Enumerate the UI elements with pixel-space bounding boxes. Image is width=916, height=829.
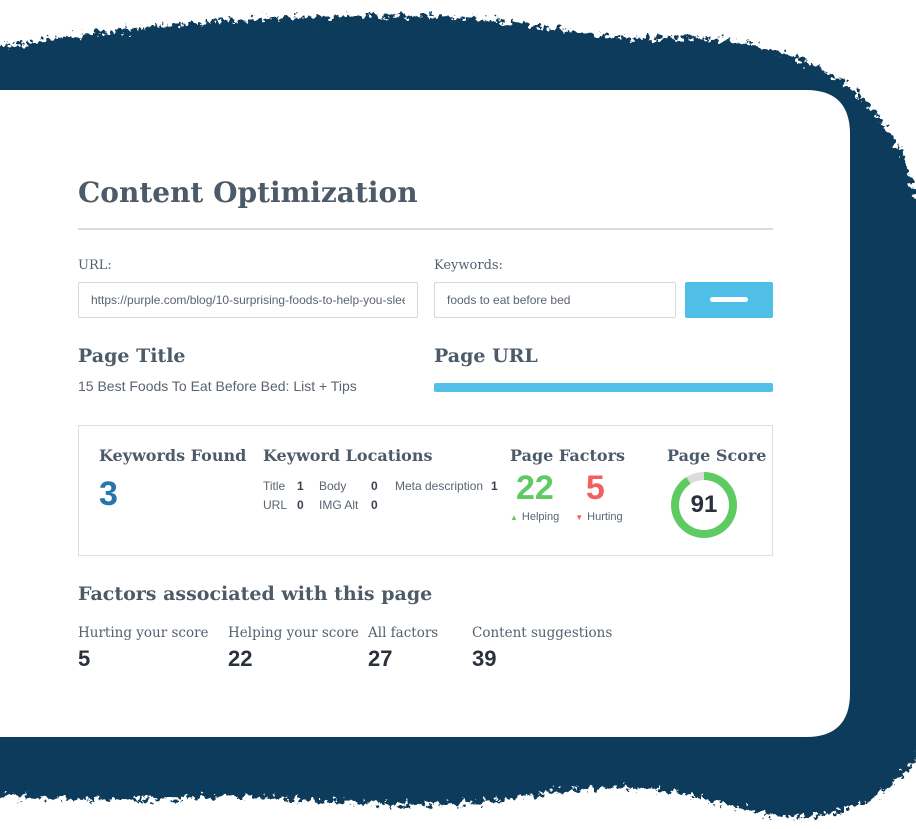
page-score-panel: Page Score 91 [667, 446, 772, 555]
page-url-bar [434, 382, 773, 392]
page-title-section: Page Title 15 Best Foods To Eat Before B… [78, 344, 418, 394]
stat-hurting: Hurting your score 5 [78, 625, 228, 670]
title-divider [78, 227, 773, 230]
location-value: 0 [371, 478, 378, 493]
keywords-field-group: Keywords: [434, 258, 773, 318]
page-url-section: Page URL [434, 344, 773, 394]
url-field-group: URL: [78, 258, 418, 318]
location-value: 1 [491, 478, 498, 493]
url-input[interactable] [78, 281, 418, 318]
keywords-label: Keywords: [434, 257, 503, 273]
location-value: 1 [297, 478, 304, 493]
stat-helping: Helping your score 22 [228, 625, 368, 670]
summary-box: Keywords Found 3 Keyword Locations Title… [78, 424, 773, 556]
stat-value: 39 [472, 645, 497, 671]
hurting-label: Hurting [587, 510, 623, 523]
analyze-button[interactable] [685, 281, 773, 318]
stat-value: 22 [228, 645, 253, 671]
hurting-legend: ▼ Hurting [575, 511, 622, 523]
stat-label: Helping your score [228, 624, 359, 641]
page-title-value: 15 Best Foods To Eat Before Bed: List + … [78, 377, 357, 394]
search-form: URL: Keywords: [78, 258, 773, 318]
location-label: URL [263, 497, 288, 512]
content-card-body: Content Optimization URL: Keywords: Page… [0, 90, 850, 737]
factors-stats-row: Hurting your score 5 Helping your score … [78, 625, 773, 670]
helping-legend: ▲ Helping [510, 511, 559, 523]
hurting-down-icon: ▼ [575, 512, 584, 522]
keyword-locations-grid: Title 1 Body 0 Meta description 1 URL 0 … [263, 479, 510, 512]
stat-all-factors: All factors 27 [368, 625, 472, 670]
keyword-locations-heading: Keyword Locations [263, 445, 433, 465]
page-score-gauge: 91 [671, 471, 737, 538]
factors-section-heading: Factors associated with this page [78, 582, 433, 605]
stat-value: 27 [368, 645, 393, 671]
page-url-heading: Page URL [434, 344, 538, 367]
keywords-input[interactable] [434, 281, 676, 318]
helping-label: Helping [521, 510, 560, 523]
keywords-found-panel: Keywords Found 3 [99, 446, 263, 555]
content-card [0, 90, 850, 737]
stat-label: Content suggestions [472, 624, 613, 641]
helping-count: 22 [516, 468, 554, 507]
location-value: 0 [371, 497, 378, 512]
page-title: Content Optimization [78, 175, 418, 209]
page-score-value: 91 [679, 479, 729, 530]
location-label: IMG Alt [319, 497, 359, 512]
hurting-count: 5 [585, 468, 605, 507]
page-factors-heading: Page Factors [510, 445, 625, 465]
helping-up-icon: ▲ [510, 512, 518, 522]
location-label: Body [319, 478, 347, 493]
location-label: Meta description [395, 478, 484, 493]
stat-content-suggestions: Content suggestions 39 [472, 625, 773, 670]
keyword-locations-panel: Keyword Locations Title 1 Body 0 Meta de… [263, 446, 510, 555]
page-factors-panel: Page Factors 22 5 ▲ Helping ▼ Hurting [510, 446, 667, 555]
keywords-found-heading: Keywords Found [99, 445, 247, 465]
url-label: URL: [78, 257, 112, 273]
location-label: Title [263, 478, 286, 493]
keywords-found-value: 3 [99, 474, 118, 513]
page-score-heading: Page Score [667, 445, 767, 465]
location-value: 0 [297, 497, 304, 512]
button-dash-icon [710, 297, 748, 303]
page-title-heading: Page Title [78, 344, 186, 367]
stat-value: 5 [78, 645, 91, 671]
stat-label: Hurting your score [78, 624, 209, 641]
stat-label: All factors [368, 624, 439, 641]
page-info-row: Page Title 15 Best Foods To Eat Before B… [78, 344, 773, 394]
